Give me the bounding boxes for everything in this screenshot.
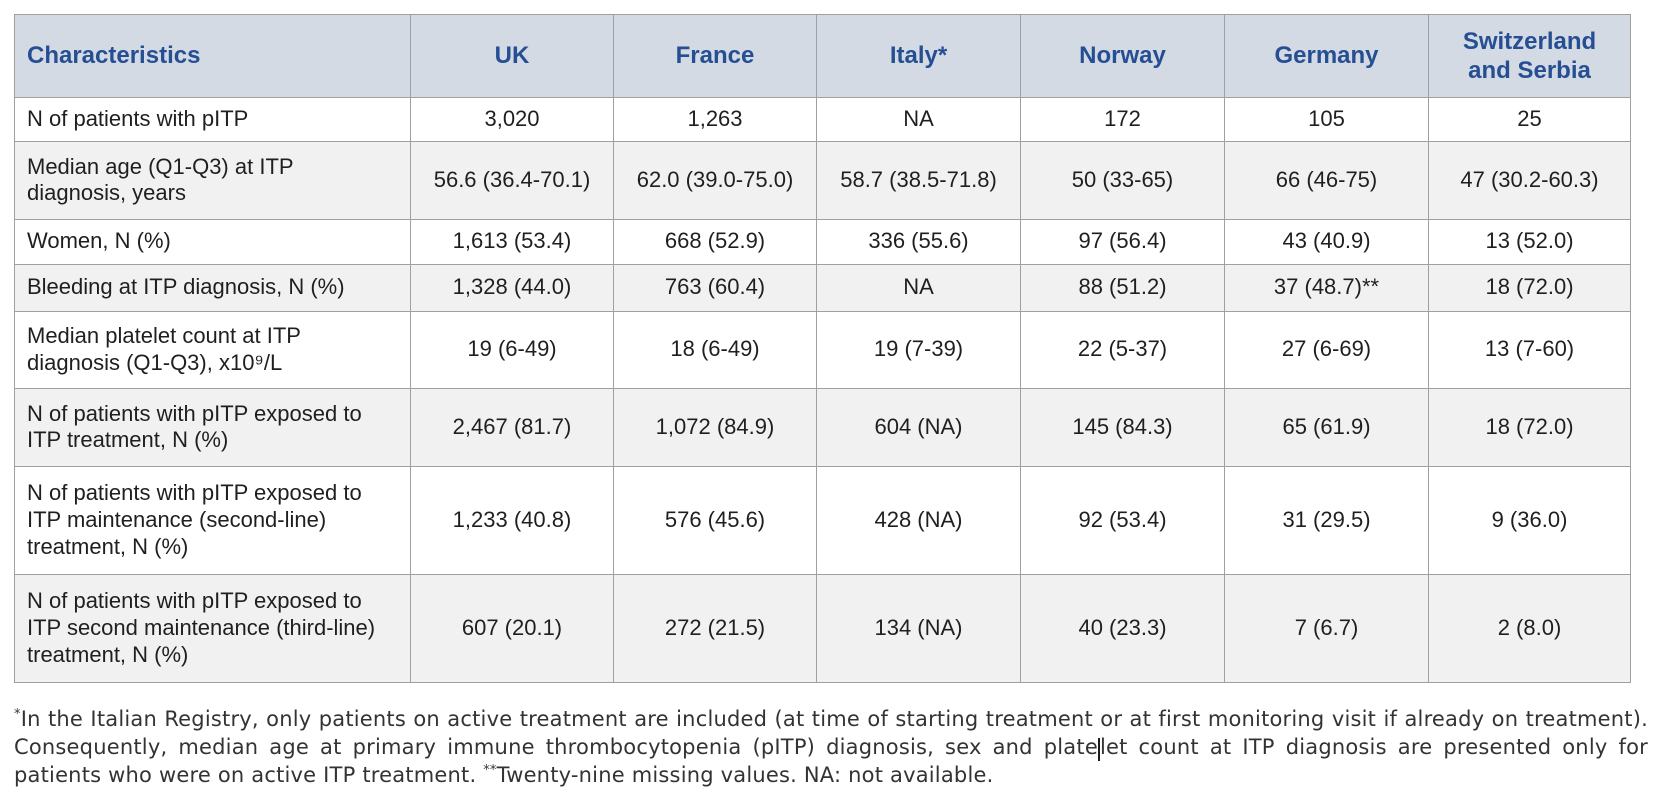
cell-italy: 336 (55.6) [816, 218, 1021, 265]
footnote-double-asterisk: ** [483, 762, 497, 778]
row-label: Bleeding at ITP diagnosis, N (%) [14, 263, 411, 312]
cell-france: 1,263 [613, 97, 817, 142]
cell-france: 62.0 (39.0-75.0) [613, 140, 817, 220]
text-cursor [1097, 737, 1100, 761]
cell-uk: 19 (6-49) [410, 310, 614, 389]
cell-uk: 1,233 (40.8) [410, 465, 614, 575]
cell-switzerland-serbia: 2 (8.0) [1428, 573, 1631, 683]
row-label: Women, N (%) [14, 218, 411, 265]
table-row: Median platelet count at ITP diagnosis (… [14, 310, 1631, 389]
cell-switzerland-serbia: 18 (72.0) [1428, 387, 1631, 467]
footnote-text-part2: let count at ITP diagnosis are presented… [14, 734, 1648, 787]
table-row: N of patients with pITP 3,020 1,263 NA 1… [14, 97, 1631, 142]
cell-italy: 604 (NA) [816, 387, 1021, 467]
cell-switzerland-serbia: 9 (36.0) [1428, 465, 1631, 575]
cell-switzerland-serbia: 13 (52.0) [1428, 218, 1631, 265]
footnote-asterisk: * [14, 706, 21, 722]
cell-norway: 92 (53.4) [1020, 465, 1225, 575]
cell-italy: 58.7 (38.5-71.8) [816, 140, 1021, 220]
cell-france: 668 (52.9) [613, 218, 817, 265]
cell-germany: 105 [1224, 97, 1429, 142]
cell-germany: 43 (40.9) [1224, 218, 1429, 265]
cell-italy: 19 (7-39) [816, 310, 1021, 389]
row-label: N of patients with pITP exposed to ITP m… [14, 465, 411, 575]
table-header-row: Characteristics UK France Italy* Norway … [14, 14, 1631, 98]
cell-germany: 37 (48.7)** [1224, 263, 1429, 312]
row-label: Median platelet count at ITP diagnosis (… [14, 310, 411, 389]
column-header-germany: Germany [1224, 14, 1429, 98]
row-label: N of patients with pITP exposed to ITP s… [14, 573, 411, 683]
cell-uk: 2,467 (81.7) [410, 387, 614, 467]
cell-france: 1,072 (84.9) [613, 387, 817, 467]
cell-france: 763 (60.4) [613, 263, 817, 312]
cell-norway: 88 (51.2) [1020, 263, 1225, 312]
cell-norway: 50 (33-65) [1020, 140, 1225, 220]
column-header-switzerland-serbia: Switzerland and Serbia [1428, 14, 1631, 98]
row-label: N of patients with pITP exposed to ITP t… [14, 387, 411, 467]
row-label: N of patients with pITP [14, 97, 411, 142]
cell-germany: 66 (46-75) [1224, 140, 1429, 220]
cell-uk: 1,613 (53.4) [410, 218, 614, 265]
table-row: N of patients with pITP exposed to ITP t… [14, 387, 1631, 467]
cell-norway: 97 (56.4) [1020, 218, 1225, 265]
footnote-text-part3: Twenty-nine missing values. NA: not avai… [496, 762, 994, 787]
cell-norway: 22 (5-37) [1020, 310, 1225, 389]
cell-switzerland-serbia: 47 (30.2-60.3) [1428, 140, 1631, 220]
cell-france: 18 (6-49) [613, 310, 817, 389]
cell-uk: 607 (20.1) [410, 573, 614, 683]
cell-italy: NA [816, 97, 1021, 142]
characteristics-table: Characteristics UK France Italy* Norway … [14, 14, 1631, 683]
table-row: Women, N (%) 1,613 (53.4) 668 (52.9) 336… [14, 218, 1631, 265]
footnote-text-part1: In the Italian Registry, only patients o… [14, 706, 1648, 759]
column-header-italy: Italy* [816, 14, 1021, 98]
cell-germany: 31 (29.5) [1224, 465, 1429, 575]
cell-norway: 40 (23.3) [1020, 573, 1225, 683]
table-row: Median age (Q1-Q3) at ITP diagnosis, yea… [14, 140, 1631, 220]
column-header-france: France [613, 14, 817, 98]
cell-switzerland-serbia: 25 [1428, 97, 1631, 142]
cell-switzerland-serbia: 18 (72.0) [1428, 263, 1631, 312]
cell-switzerland-serbia: 13 (7-60) [1428, 310, 1631, 389]
cell-germany: 7 (6.7) [1224, 573, 1429, 683]
cell-italy: 134 (NA) [816, 573, 1021, 683]
cell-norway: 172 [1020, 97, 1225, 142]
row-label: Median age (Q1-Q3) at ITP diagnosis, yea… [14, 140, 411, 220]
cell-germany: 65 (61.9) [1224, 387, 1429, 467]
cell-france: 272 (21.5) [613, 573, 817, 683]
cell-italy: 428 (NA) [816, 465, 1021, 575]
table-row: Bleeding at ITP diagnosis, N (%) 1,328 (… [14, 263, 1631, 312]
cell-uk: 56.6 (36.4-70.1) [410, 140, 614, 220]
column-header-uk: UK [410, 14, 614, 98]
column-header-norway: Norway [1020, 14, 1225, 98]
cell-france: 576 (45.6) [613, 465, 817, 575]
table-row: N of patients with pITP exposed to ITP m… [14, 465, 1631, 575]
column-header-characteristics: Characteristics [14, 14, 411, 98]
table-row: N of patients with pITP exposed to ITP s… [14, 573, 1631, 683]
cell-italy: NA [816, 263, 1021, 312]
cell-germany: 27 (6-69) [1224, 310, 1429, 389]
table-footnote[interactable]: *In the Italian Registry, only patients … [14, 705, 1648, 789]
cell-uk: 1,328 (44.0) [410, 263, 614, 312]
cell-norway: 145 (84.3) [1020, 387, 1225, 467]
cell-uk: 3,020 [410, 97, 614, 142]
